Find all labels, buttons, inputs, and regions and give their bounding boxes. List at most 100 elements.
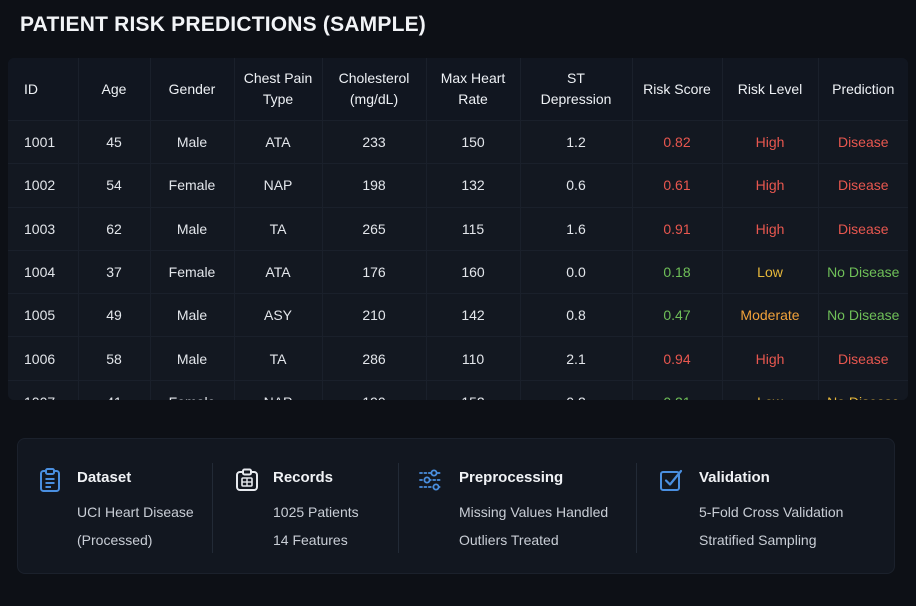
info-records: Records 1025 Patients 14 Features (234, 463, 404, 555)
info-preprocessing-line2: Outliers Treated (459, 532, 559, 548)
table-row: 1005 49 Male ASY 210 142 0.8 0.47 Moderate No Dis… (8, 293, 908, 337)
cholesterol-cell: 233 (321, 119, 426, 164)
column-header-line: Depression (540, 91, 612, 107)
info-validation-line2: Stratified Sampling (699, 532, 817, 548)
checkbox-icon (660, 469, 683, 491)
table-header-row: ID Age Gender Chest Pain Type Cholesterol (mg/… (8, 58, 908, 121)
column-header-line: ST (567, 70, 585, 86)
prediction-cell: Disease (817, 119, 908, 164)
info-records-title: Records (273, 469, 334, 486)
age-cell: 37 (77, 249, 150, 294)
info-dataset-line1: UCI Heart Disease (77, 504, 194, 520)
column-header-line: ID (24, 80, 38, 97)
table-row: 1006 58 Male TA 286 110 2.1 0.94 High Disease (8, 336, 908, 381)
info-dataset-title: Dataset (77, 469, 132, 486)
chest-pain-type-cell: NAP (233, 163, 322, 208)
column-header: Cholesterol (mg/dL) (321, 58, 426, 121)
prediction-cell: Disease (817, 163, 908, 208)
column-header-line: Cholesterol (338, 70, 410, 86)
cholesterol-cell: 210 (321, 293, 426, 337)
risk-score-cell: 0.61 (631, 163, 722, 208)
patient-id-cell: 1004 (8, 249, 78, 294)
patient-id-cell: 1002 (8, 163, 78, 208)
predictions-table-card: ID Age Gender Chest Pain Type Cholesterol (mg/… (8, 58, 908, 400)
column-header: Chest Pain Type (233, 58, 322, 121)
st-depression-cell: 0.6 (519, 163, 632, 208)
column-header: Gender (149, 58, 234, 121)
st-depression-cell: 0.8 (519, 293, 632, 337)
st-depression-cell: 0.0 (519, 249, 632, 294)
chest-pain-type-cell: TA (233, 206, 322, 251)
column-header: Age (77, 58, 150, 121)
info-preprocessing-line1: Missing Values Handled (459, 504, 609, 520)
risk-score-cell: 0.82 (631, 119, 722, 164)
info-preprocessing: Preprocessing Missing Values Handled Out… (418, 463, 633, 555)
risk-level-cell: High (721, 336, 818, 381)
chest-pain-type-cell: TA (233, 336, 322, 381)
cholesterol-cell: 190 (321, 379, 426, 400)
prediction-cell: No Disease (817, 293, 908, 337)
predictions-table: ID Age Gender Chest Pain Type Cholesterol (mg/… (8, 58, 908, 400)
column-header-line: Chest Pain (243, 70, 313, 86)
table-row: 1001 45 Male ATA 233 150 1.2 0.82 High Disease (8, 119, 908, 164)
risk-level-cell: Low (721, 379, 818, 400)
risk-level-cell: Low (721, 249, 818, 294)
chest-pain-type-cell: ATA (233, 119, 322, 164)
max-heart-rate-cell: 142 (425, 293, 520, 337)
cholesterol-cell: 198 (321, 163, 426, 208)
info-dataset-line2: (Processed) (77, 532, 153, 548)
info-preprocessing-title: Preprocessing (459, 469, 564, 486)
gender-cell: Male (149, 293, 234, 337)
table-row: 1002 54 Female NAP 198 132 0.6 0.61 High Disease (8, 163, 908, 208)
risk-score-cell: 0.47 (631, 293, 722, 337)
table-body: 1001 45 Male ATA 233 150 1.2 0.82 High Disease 100… (8, 119, 908, 400)
max-heart-rate-cell: 160 (425, 249, 520, 294)
column-header-line: Rate (458, 91, 488, 107)
column-header: Risk Score (631, 58, 722, 121)
max-heart-rate-cell: 132 (425, 163, 520, 208)
info-divider (398, 463, 399, 553)
age-cell: 49 (77, 293, 150, 337)
column-header: Risk Level (721, 58, 818, 121)
patient-id-cell: 1005 (8, 293, 78, 337)
column-header: Max Heart Rate (425, 58, 520, 121)
info-divider (212, 463, 213, 553)
risk-score-cell: 0.21 (631, 379, 722, 400)
column-header: Prediction (817, 58, 908, 121)
database-icon (236, 468, 258, 491)
max-heart-rate-cell: 152 (425, 379, 520, 400)
info-records-line1: 1025 Patients (273, 504, 359, 520)
page-title: PATIENT RISK PREDICTIONS (SAMPLE) (20, 13, 426, 36)
dataset-info-card: Dataset UCI Heart Disease (Processed) Re… (17, 438, 895, 574)
chest-pain-type-cell: ATA (233, 249, 322, 294)
max-heart-rate-cell: 110 (425, 336, 520, 381)
cholesterol-cell: 286 (321, 336, 426, 381)
info-validation-line1: 5-Fold Cross Validation (699, 504, 844, 520)
cholesterol-cell: 176 (321, 249, 426, 294)
chest-pain-type-cell: ASY (233, 293, 322, 337)
gender-cell: Female (149, 163, 234, 208)
risk-score-cell: 0.18 (631, 249, 722, 294)
table-row: 1003 62 Male TA 265 115 1.6 0.91 High Disease (8, 206, 908, 251)
age-cell: 58 (77, 336, 150, 381)
info-validation: Validation 5-Fold Cross Validation Strat… (658, 463, 883, 555)
gender-cell: Female (149, 249, 234, 294)
column-header: ST Depression (519, 58, 632, 121)
gender-cell: Male (149, 336, 234, 381)
column-header: ID (8, 58, 78, 121)
info-dataset: Dataset UCI Heart Disease (Processed) (37, 463, 212, 555)
prediction-cell: Disease (817, 206, 908, 251)
cholesterol-cell: 265 (321, 206, 426, 251)
column-header-line: Age (101, 80, 127, 97)
info-records-line2: 14 Features (273, 532, 348, 548)
risk-score-cell: 0.91 (631, 206, 722, 251)
risk-score-cell: 0.94 (631, 336, 722, 381)
risk-level-cell: High (721, 206, 818, 251)
column-header-line: Max Heart (440, 70, 506, 86)
gender-cell: Male (149, 206, 234, 251)
risk-level-cell: Moderate (721, 293, 818, 337)
max-heart-rate-cell: 150 (425, 119, 520, 164)
patient-id-cell: 1007 (8, 379, 78, 400)
st-depression-cell: 1.2 (519, 119, 632, 164)
column-header-line: Prediction (832, 80, 895, 97)
